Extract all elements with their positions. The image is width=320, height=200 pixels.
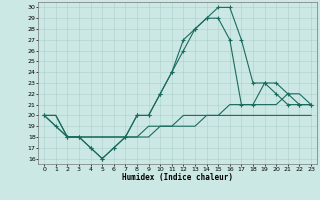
X-axis label: Humidex (Indice chaleur): Humidex (Indice chaleur) [122,173,233,182]
